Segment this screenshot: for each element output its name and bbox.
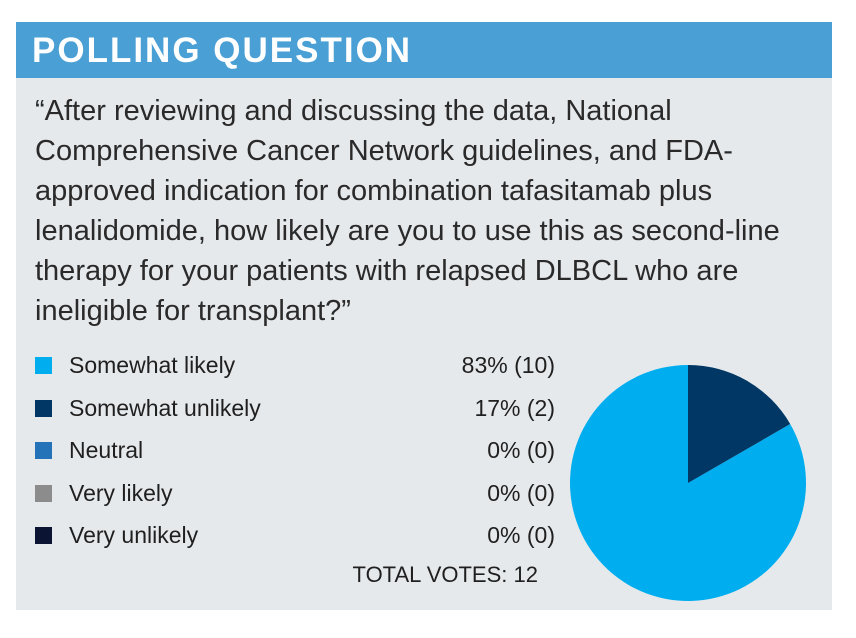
header-bar: POLLING QUESTION [16,22,832,78]
total-votes-label: TOTAL VOTES: [352,562,508,587]
legend-item: Somewhat likely 83% (10) [35,350,555,380]
legend-value: 0% (0) [487,437,555,463]
legend-item: Very likely 0% (0) [35,478,555,508]
poll-question: “After reviewing and discussing the data… [35,95,780,327]
legend-swatch [35,399,52,417]
legend-label: Very likely [69,479,173,506]
legend-item: Neutral 0% (0) [35,435,555,465]
total-votes: TOTAL VOTES: 12 [353,560,538,590]
legend-swatch [35,442,52,459]
pie-slice-somewhat-unlikely [688,365,791,483]
legend-swatch [35,527,52,544]
polling-panel: POLLING QUESTION “After reviewing and di… [16,22,832,610]
legend-value: 17% (2) [474,394,555,421]
legend-value: 83% (10) [461,352,555,378]
legend-value: 0% (0) [487,522,555,548]
legend-item: Somewhat unlikely 17% (2) [35,393,555,423]
total-votes-value: 12 [513,562,538,587]
legend-value: 0% (0) [487,479,555,506]
legend-label: Somewhat unlikely [69,394,261,421]
header-title: POLLING QUESTION [32,31,413,70]
legend-item: Very unlikely 0% (0) [35,520,555,550]
legend-label: Somewhat likely [69,352,236,378]
legend-label: Very unlikely [69,522,199,548]
legend-swatch [35,357,52,374]
legend-swatch [35,484,52,502]
legend-label: Neutral [69,437,144,463]
pie-chart [570,365,806,601]
